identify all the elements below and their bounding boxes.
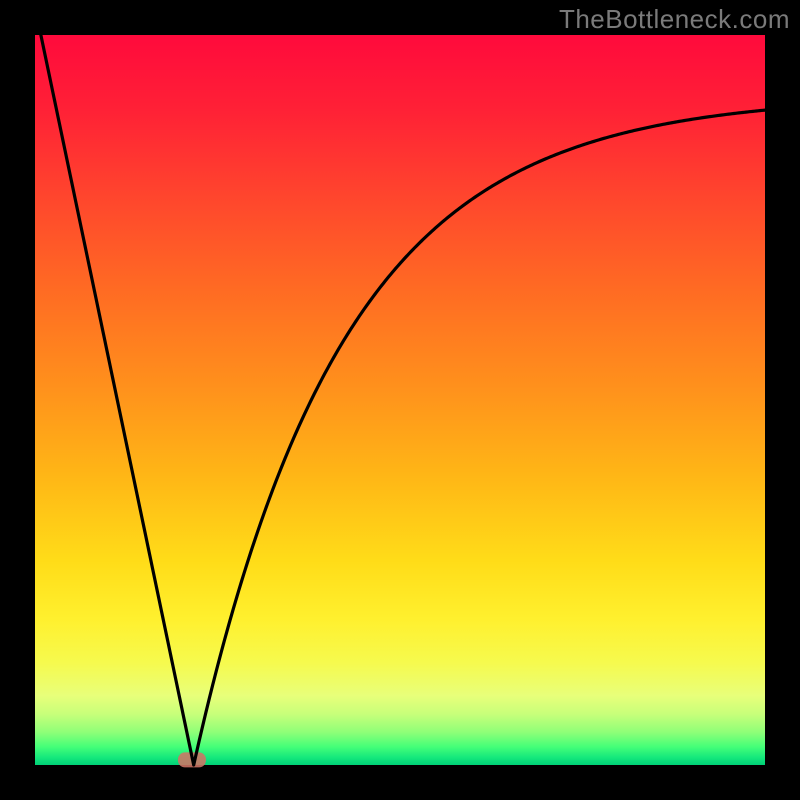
chart-container: TheBottleneck.com bbox=[0, 0, 800, 800]
plot-background bbox=[35, 35, 765, 765]
bottleneck-chart bbox=[0, 0, 800, 800]
